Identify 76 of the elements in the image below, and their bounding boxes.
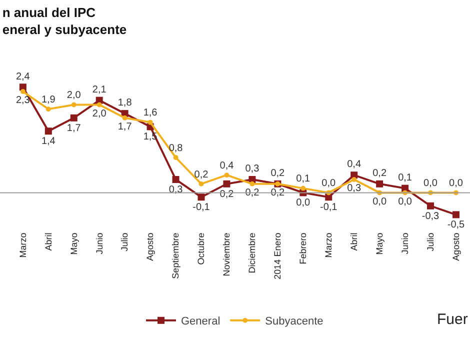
- data-label: 1,6: [143, 108, 158, 119]
- point: [376, 180, 384, 188]
- data-label: 0,0: [424, 178, 438, 190]
- data-label: 1,9: [41, 94, 56, 106]
- point: [427, 202, 434, 210]
- data-label: 1,7: [118, 122, 132, 133]
- x-tick-label: Abril: [349, 232, 360, 251]
- data-label: -0,5: [447, 220, 466, 231]
- point: [350, 172, 358, 179]
- point: [20, 89, 26, 94]
- x-tick-label: Mayo: [374, 232, 384, 255]
- point: [198, 181, 204, 186]
- data-label: 0,0: [296, 198, 311, 209]
- data-label: 1,4: [41, 136, 56, 147]
- x-tick-label: 2014 Enero: [272, 232, 283, 280]
- point: [19, 84, 26, 91]
- x-tick-label: Abril: [43, 232, 54, 251]
- text: Fuer: [437, 311, 468, 328]
- x-tick-label: Octubre: [196, 232, 206, 265]
- x-tick-label: Febrero: [298, 232, 308, 264]
- data-label: 0,0: [372, 196, 387, 208]
- data-label: 0,4: [220, 160, 234, 172]
- data-label: 1,8: [118, 98, 132, 109]
- data-label: 0,1: [296, 174, 311, 185]
- x-tick-label: Mayo: [68, 232, 79, 255]
- point: [223, 180, 230, 188]
- data-label: -0,3: [422, 210, 440, 222]
- x-tick-label: Junio: [400, 232, 410, 254]
- x-tick-label: Agosto: [450, 232, 461, 261]
- point: [70, 114, 78, 122]
- point: [122, 115, 128, 120]
- data-label: 0,2: [270, 168, 286, 180]
- data-label: 0,8: [168, 142, 184, 154]
- point: [173, 155, 178, 160]
- data-label: 0,0: [449, 178, 464, 190]
- point: [44, 128, 52, 135]
- point: [46, 106, 51, 112]
- data-label: 0,3: [245, 164, 260, 175]
- point: [172, 176, 180, 183]
- point: [250, 181, 255, 186]
- data-label: 0,3: [347, 183, 362, 194]
- point: [198, 194, 205, 201]
- data-label: 2,0: [66, 90, 82, 102]
- point: [96, 102, 102, 108]
- chart-title: n anual del IPC eneral y subyacente: [2, 5, 127, 37]
- data-label: -0,1: [192, 202, 210, 213]
- x-tick-label: Noviembre: [222, 232, 232, 276]
- data-label: 1,7: [66, 122, 82, 134]
- legend-label: Subyacente: [265, 316, 324, 328]
- data-label: 0,3: [168, 184, 184, 196]
- data-label: 0,2: [194, 169, 209, 180]
- data-label: -0,1: [320, 202, 338, 213]
- x-tick-label: Junio: [94, 232, 104, 254]
- data-label: 0,4: [347, 159, 362, 170]
- point: [352, 177, 357, 182]
- data-label: 2,1: [92, 84, 107, 96]
- point: [300, 186, 306, 191]
- point: [224, 172, 230, 178]
- x-tick-label: Julio: [120, 232, 130, 252]
- data-label: 0,2: [372, 168, 387, 180]
- data-label: 2,3: [16, 95, 30, 106]
- point: [71, 102, 76, 108]
- x-tick-label: Septiembre: [170, 232, 181, 279]
- point: [452, 211, 460, 218]
- data-label: 2,4: [16, 71, 30, 82]
- x-tick-label: Agosto: [145, 232, 156, 261]
- x-tick-label: Diciembre: [247, 232, 258, 274]
- data-label: 2,0: [92, 108, 107, 120]
- x-tick-label: Marzo: [18, 232, 28, 258]
- x-tick-label: Julio: [425, 232, 436, 252]
- x-tick-label: Marzo: [324, 232, 334, 258]
- legend-label: General: [181, 316, 220, 328]
- data-label: 0,0: [322, 178, 336, 190]
- data-label: 0,1: [398, 172, 412, 184]
- data-label: 0,0: [398, 196, 412, 208]
- point: [148, 120, 153, 125]
